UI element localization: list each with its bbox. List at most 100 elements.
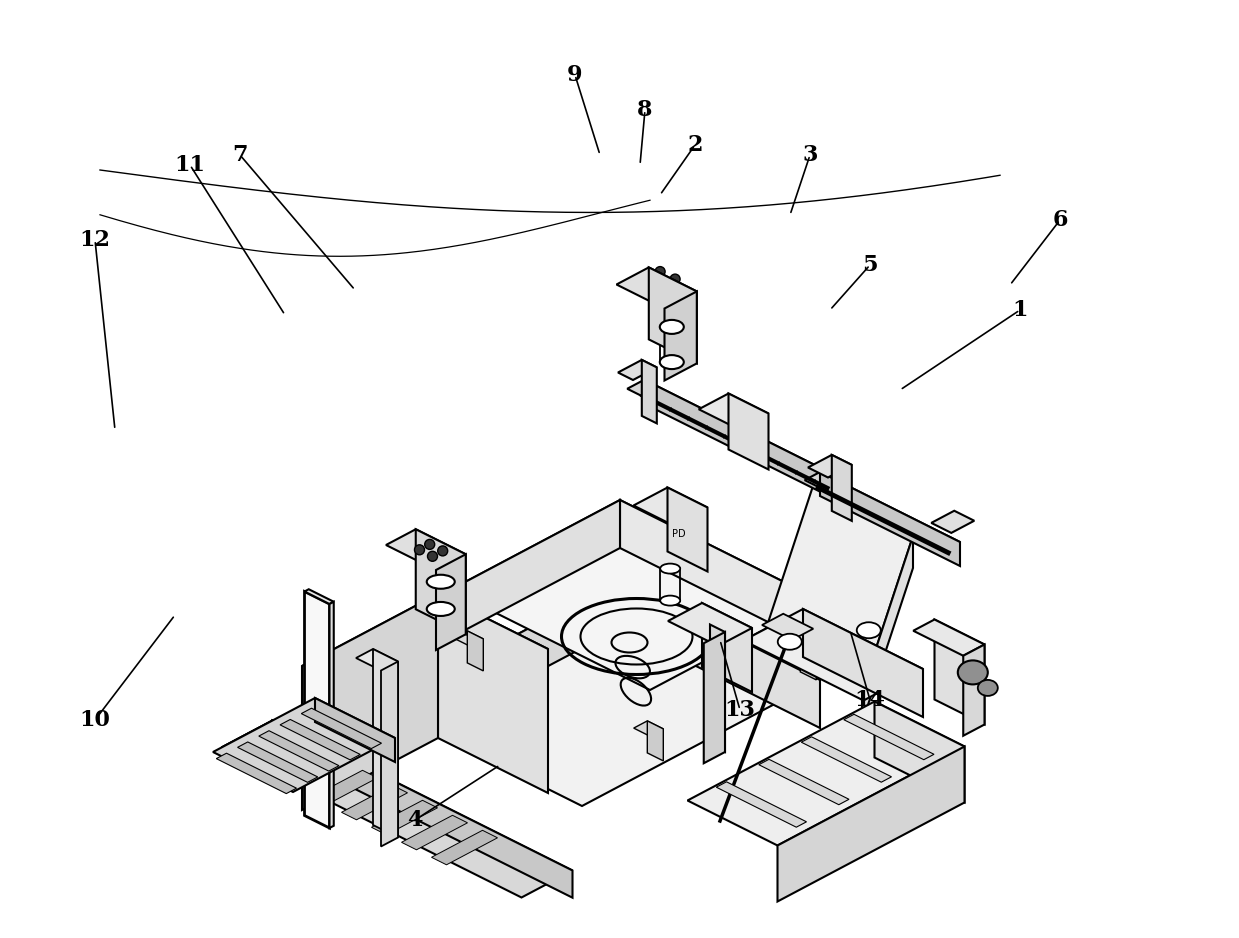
- Polygon shape: [729, 394, 768, 470]
- Text: 2: 2: [688, 134, 703, 156]
- Polygon shape: [688, 702, 964, 845]
- Ellipse shape: [660, 596, 680, 606]
- Polygon shape: [844, 715, 934, 760]
- Polygon shape: [342, 785, 408, 820]
- Ellipse shape: [581, 609, 693, 664]
- Polygon shape: [450, 500, 620, 638]
- Polygon shape: [439, 594, 548, 793]
- Polygon shape: [273, 720, 572, 898]
- Polygon shape: [710, 625, 725, 752]
- Polygon shape: [620, 580, 820, 728]
- Polygon shape: [762, 486, 913, 691]
- Polygon shape: [934, 619, 985, 724]
- Polygon shape: [617, 267, 696, 309]
- Polygon shape: [301, 708, 382, 749]
- Polygon shape: [222, 720, 572, 898]
- Polygon shape: [932, 511, 974, 533]
- Polygon shape: [699, 394, 768, 430]
- Text: 13: 13: [725, 699, 756, 721]
- Text: 12: 12: [79, 229, 110, 251]
- Ellipse shape: [660, 320, 684, 334]
- Polygon shape: [387, 529, 466, 570]
- Text: 3: 3: [803, 144, 818, 166]
- Ellipse shape: [437, 546, 447, 556]
- Polygon shape: [330, 602, 333, 828]
- Text: 6: 6: [1052, 209, 1068, 231]
- Polygon shape: [743, 609, 923, 701]
- Polygon shape: [280, 719, 361, 760]
- Ellipse shape: [509, 559, 613, 611]
- Ellipse shape: [426, 575, 455, 589]
- Polygon shape: [618, 360, 657, 380]
- Polygon shape: [642, 360, 657, 423]
- Polygon shape: [213, 698, 395, 792]
- Polygon shape: [373, 649, 398, 838]
- Polygon shape: [222, 720, 292, 758]
- Polygon shape: [259, 731, 339, 771]
- Ellipse shape: [978, 680, 997, 696]
- Text: 8: 8: [637, 99, 653, 121]
- Polygon shape: [762, 613, 813, 640]
- Polygon shape: [281, 755, 347, 790]
- Polygon shape: [238, 742, 317, 782]
- Polygon shape: [913, 619, 985, 656]
- Text: 14: 14: [855, 689, 886, 711]
- Polygon shape: [703, 603, 752, 692]
- Text: 10: 10: [79, 709, 110, 731]
- Polygon shape: [311, 770, 378, 805]
- Polygon shape: [668, 603, 752, 646]
- Ellipse shape: [856, 622, 881, 638]
- Polygon shape: [778, 747, 964, 901]
- Polygon shape: [401, 815, 467, 850]
- Polygon shape: [758, 759, 849, 805]
- Polygon shape: [382, 661, 398, 846]
- Polygon shape: [302, 594, 548, 721]
- Polygon shape: [315, 698, 395, 762]
- Polygon shape: [305, 592, 330, 828]
- Polygon shape: [621, 550, 637, 590]
- Polygon shape: [787, 640, 817, 655]
- Polygon shape: [305, 589, 333, 604]
- Text: 4: 4: [408, 809, 422, 831]
- Polygon shape: [467, 631, 483, 671]
- Polygon shape: [273, 720, 292, 758]
- Polygon shape: [647, 721, 663, 761]
- Polygon shape: [382, 580, 820, 806]
- Ellipse shape: [426, 602, 455, 616]
- Ellipse shape: [660, 356, 684, 369]
- Polygon shape: [649, 267, 696, 363]
- Polygon shape: [808, 455, 851, 477]
- Polygon shape: [356, 649, 398, 671]
- Polygon shape: [436, 554, 466, 650]
- Polygon shape: [668, 488, 707, 571]
- Polygon shape: [963, 644, 985, 735]
- Polygon shape: [627, 380, 844, 489]
- Ellipse shape: [778, 634, 802, 650]
- Text: PD: PD: [673, 529, 686, 539]
- Polygon shape: [252, 740, 317, 775]
- Polygon shape: [704, 632, 725, 764]
- Text: 9: 9: [567, 64, 582, 86]
- Polygon shape: [416, 529, 466, 634]
- Polygon shape: [302, 594, 439, 810]
- Polygon shape: [453, 631, 483, 646]
- Ellipse shape: [660, 564, 680, 574]
- Polygon shape: [644, 380, 844, 504]
- Polygon shape: [820, 472, 960, 566]
- Ellipse shape: [670, 274, 680, 284]
- Polygon shape: [862, 536, 913, 723]
- Polygon shape: [804, 472, 960, 550]
- Polygon shape: [620, 500, 820, 648]
- Text: 5: 5: [862, 254, 877, 276]
- Polygon shape: [217, 753, 296, 794]
- Text: 1: 1: [1012, 299, 1027, 321]
- Polygon shape: [450, 500, 820, 690]
- Polygon shape: [607, 550, 637, 565]
- Polygon shape: [372, 800, 437, 835]
- Ellipse shape: [655, 266, 665, 277]
- Ellipse shape: [427, 552, 437, 561]
- Polygon shape: [803, 609, 923, 717]
- Polygon shape: [664, 292, 696, 381]
- Ellipse shape: [415, 545, 425, 554]
- Polygon shape: [875, 702, 964, 803]
